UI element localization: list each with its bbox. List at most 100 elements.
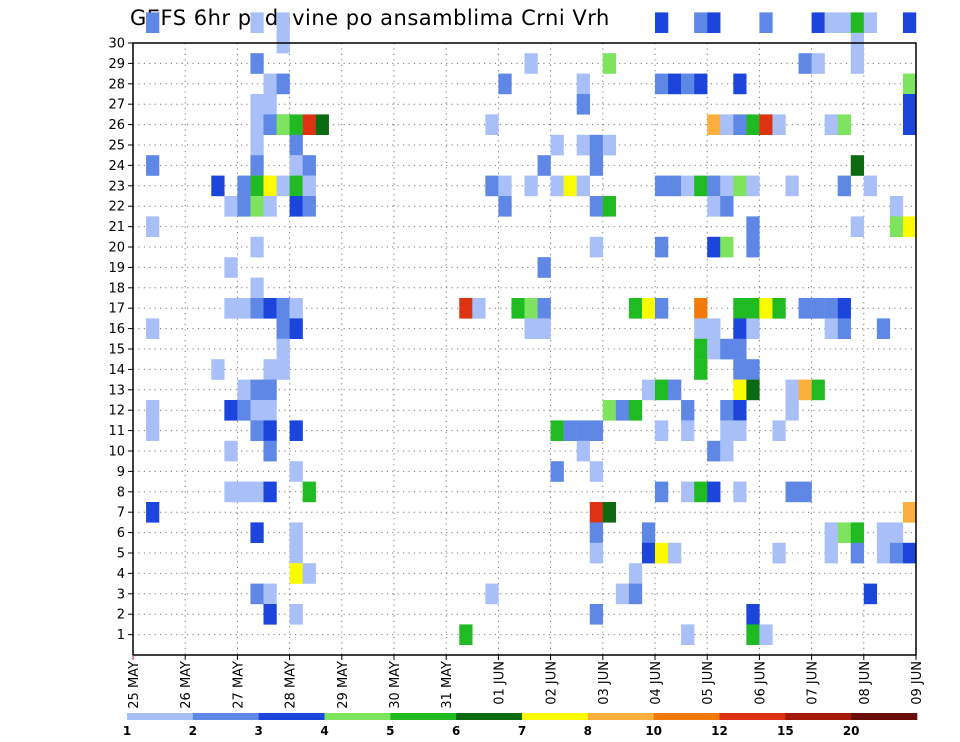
heatmap-cell [589,196,603,217]
heatmap-cell [628,400,643,421]
heatmap-cell [681,175,695,197]
heatmap-cell [289,155,303,176]
heatmap-cell [824,298,838,319]
heatmap-cell [628,298,643,319]
heatmap-cell [863,175,878,197]
heatmap-cell [498,196,512,217]
heatmap-cell [668,379,682,401]
x-tick-label: 31 MAY [440,661,455,709]
heatmap-cell [641,298,656,319]
heatmap-cell [707,196,721,217]
heatmap-cell [746,624,760,645]
heatmap-cell [850,542,864,564]
heatmap-cell [733,359,747,380]
heatmap-cell [224,196,238,217]
heatmap-cell [707,318,721,339]
heatmap-cell [211,175,225,197]
heatmap-cell [576,73,590,95]
heatmap-cell [824,114,838,135]
heatmap-cell [576,420,590,441]
heatmap-cell [694,481,708,503]
y-tick-label: 21 [108,220,125,235]
heatmap-cell [811,379,825,401]
heatmap-cell [615,583,630,605]
heatmap-cell [759,12,773,33]
heatmap-cell [224,440,238,462]
colorbar-swatch [851,713,918,720]
x-tick-label: 01 JUN [492,661,507,705]
heatmap-cell [250,379,264,401]
heatmap-cell [720,196,734,217]
heatmap-cell [863,583,878,605]
heatmap-cell [720,338,734,360]
colorbar-label: 12 [711,724,728,738]
heatmap-cell [276,12,290,33]
heatmap-cell [746,216,760,237]
heatmap-cell [902,114,917,135]
heatmap-cell [798,298,812,319]
heatmap-cell [668,175,682,197]
y-tick-label: 15 [108,343,125,358]
heatmap-cell [720,236,734,258]
heatmap-cell [250,400,264,421]
heatmap-cell [733,379,747,401]
heatmap-cell [289,175,303,197]
heatmap-cell [837,522,851,543]
chart-title: GEFS 6hr padavine po ansamblima Crni Vrh [130,6,610,30]
heatmap-cell [224,257,238,278]
heatmap-cell [902,73,917,95]
colorbar: 1 2 3 4 5 6 7 8 10 12 15 20 [123,713,918,738]
heatmap-cell [224,400,238,421]
x-tick-label: 03 JUN [597,661,612,705]
heatmap-cell [550,461,564,482]
heatmap-cell [733,114,747,135]
heatmap-cell [876,522,891,543]
heatmap-cell [733,73,747,95]
heatmap-cell [146,12,160,33]
heatmap-cell [289,318,303,339]
heatmap-cell [563,175,577,197]
heatmap-cell [746,379,760,401]
heatmap-cell [289,563,303,584]
heatmap-cell [772,298,786,319]
heatmap-cell [668,542,682,564]
heatmap-cell [602,196,617,217]
heatmap-cell [694,12,708,33]
heatmap-cell [733,318,747,339]
heatmap-cell [720,440,734,462]
heatmap-cell [263,400,277,421]
y-tick-label: 6 [117,526,125,541]
heatmap-cell [537,298,551,319]
heatmap-cell [276,114,290,135]
y-tick-label: 7 [117,506,125,521]
heatmap-cell [746,318,760,339]
heatmap-cell [694,318,708,339]
heatmap-cell [589,420,603,441]
y-tick-label: 9 [117,465,125,480]
heatmap-cell [263,73,277,95]
colorbar-label: 10 [645,724,662,738]
heatmap-cell [576,94,590,115]
heatmap-cell [550,420,564,441]
heatmap-cell [641,522,656,543]
heatmap-cell [707,338,721,360]
colorbar-swatch [258,713,325,720]
heatmap-cell [733,481,747,503]
heatmap-cell [655,12,669,33]
heatmap-cell [237,379,251,401]
heatmap-cell [707,175,721,197]
heatmap-cell [850,53,864,74]
heatmap-cell [746,175,760,197]
y-axis: 1234567891011121314151617181920212223242… [108,37,133,643]
heatmap-cell [146,400,160,421]
heatmap-cell [615,400,630,421]
heatmap-cell [302,114,316,135]
heatmap-cell [863,12,878,33]
heatmap-cell [720,114,734,135]
heatmap-cell [798,53,812,74]
heatmap-cell [302,175,316,197]
heatmap-cell [628,563,643,584]
heatmap-cell [655,73,669,95]
heatmap-cell [250,522,264,543]
heatmap-cell [524,175,538,197]
